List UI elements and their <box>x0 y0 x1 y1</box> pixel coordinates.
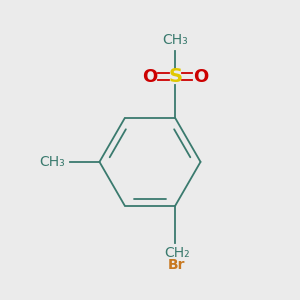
Text: S: S <box>168 67 182 86</box>
Text: O: O <box>142 68 158 85</box>
Text: CH₂: CH₂ <box>164 246 190 260</box>
Text: Br: Br <box>168 258 185 272</box>
Text: CH₃: CH₃ <box>40 155 65 169</box>
Text: CH₃: CH₃ <box>162 33 188 47</box>
Text: O: O <box>193 68 208 85</box>
